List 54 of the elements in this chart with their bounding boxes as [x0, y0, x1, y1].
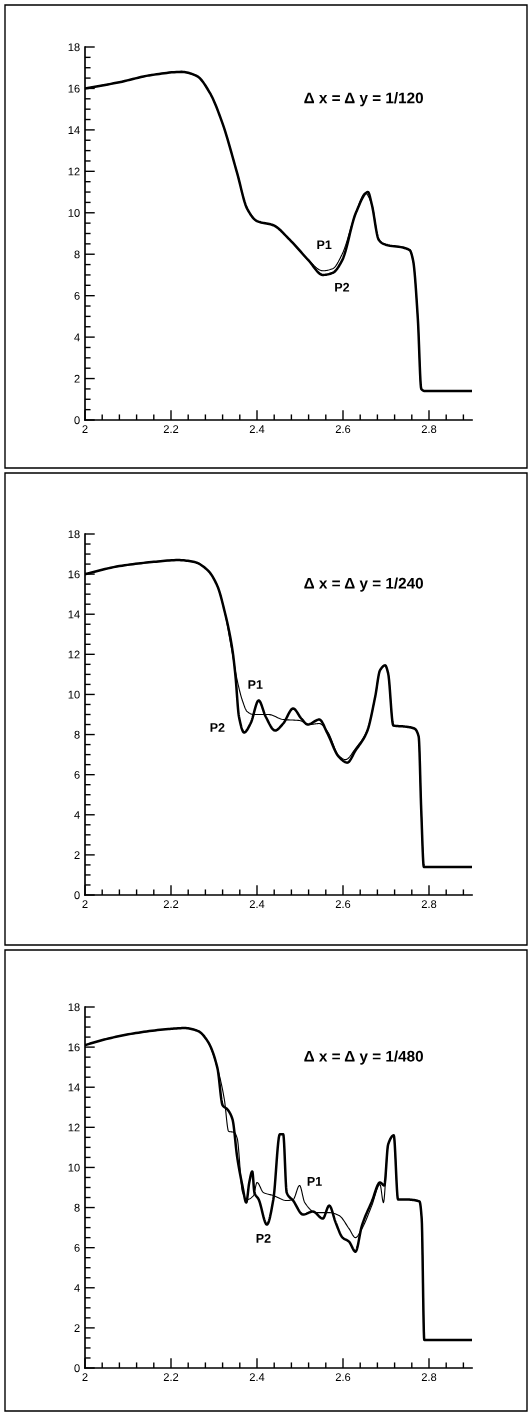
text: Δ x = Δ y = 1/480	[304, 1050, 423, 1065]
y-tick-label: 18	[68, 530, 80, 539]
y-tick-label: 14	[68, 610, 80, 619]
series-label: P2	[335, 282, 350, 292]
y-tick-label: 4	[74, 333, 80, 342]
y-tick-label: 2	[74, 1324, 80, 1332]
x-tick-label: 2.2	[163, 1373, 179, 1381]
x-tick-label: 2	[82, 425, 88, 433]
y-tick-label: 16	[68, 1043, 80, 1052]
y-tick-label: 0	[74, 1364, 80, 1373]
x-tick-label: 2	[82, 900, 88, 908]
y-tick-label: 6	[74, 291, 80, 300]
x-tick-label: 2.8	[421, 900, 437, 909]
series-label: P1	[248, 680, 263, 689]
y-tick-label: 2	[74, 374, 80, 383]
y-tick-label: 10	[68, 1163, 80, 1172]
x-tick-label: 2.6	[335, 1373, 351, 1382]
y-tick-label: 0	[74, 891, 80, 900]
y-tick-label: 14	[68, 1083, 80, 1092]
y-tick-label: 8	[74, 730, 80, 739]
y-tick-label: 6	[74, 770, 80, 779]
y-tick-label: 4	[74, 811, 80, 819]
text: Δ x = Δ y = 1/240	[304, 577, 423, 592]
x-tick-label: 2	[82, 1373, 88, 1381]
y-tick-label: 4	[74, 1284, 80, 1292]
text: Δ x = Δ y = 1/120	[304, 92, 423, 107]
y-tick-label: 10	[68, 209, 80, 217]
x-tick-label: 2.8	[421, 425, 437, 434]
x-tick-label: 2.6	[335, 900, 351, 909]
y-tick-label: 2	[74, 851, 80, 859]
y-tick-label: 8	[74, 250, 80, 259]
y-tick-label: 14	[68, 126, 80, 134]
y-tick-label: 12	[68, 650, 80, 659]
y-tick-label: 10	[68, 690, 80, 699]
y-tick-label: 18	[68, 43, 80, 52]
x-tick-label: 2.8	[421, 1373, 437, 1382]
y-tick-label: 18	[68, 1003, 80, 1012]
x-tick-label: 2.4	[249, 425, 265, 433]
x-tick-label: 2.4	[249, 900, 265, 908]
y-tick-label: 12	[68, 1123, 80, 1132]
series-label: P1	[307, 1177, 322, 1186]
x-tick-label: 2.2	[163, 425, 179, 433]
series-label: P1	[317, 240, 332, 250]
y-tick-label: 6	[74, 1243, 80, 1252]
y-tick-label: 0	[74, 416, 80, 425]
y-tick-label: 16	[68, 570, 80, 579]
y-tick-label: 8	[74, 1203, 80, 1212]
x-tick-label: 2.2	[163, 900, 179, 908]
x-tick-label: 2.6	[335, 425, 351, 434]
x-tick-label: 2.4	[249, 1373, 265, 1381]
y-tick-label: 16	[68, 84, 80, 93]
y-tick-label: 12	[68, 167, 80, 176]
series-label: P2	[210, 723, 225, 732]
series-label: P2	[256, 1233, 271, 1243]
